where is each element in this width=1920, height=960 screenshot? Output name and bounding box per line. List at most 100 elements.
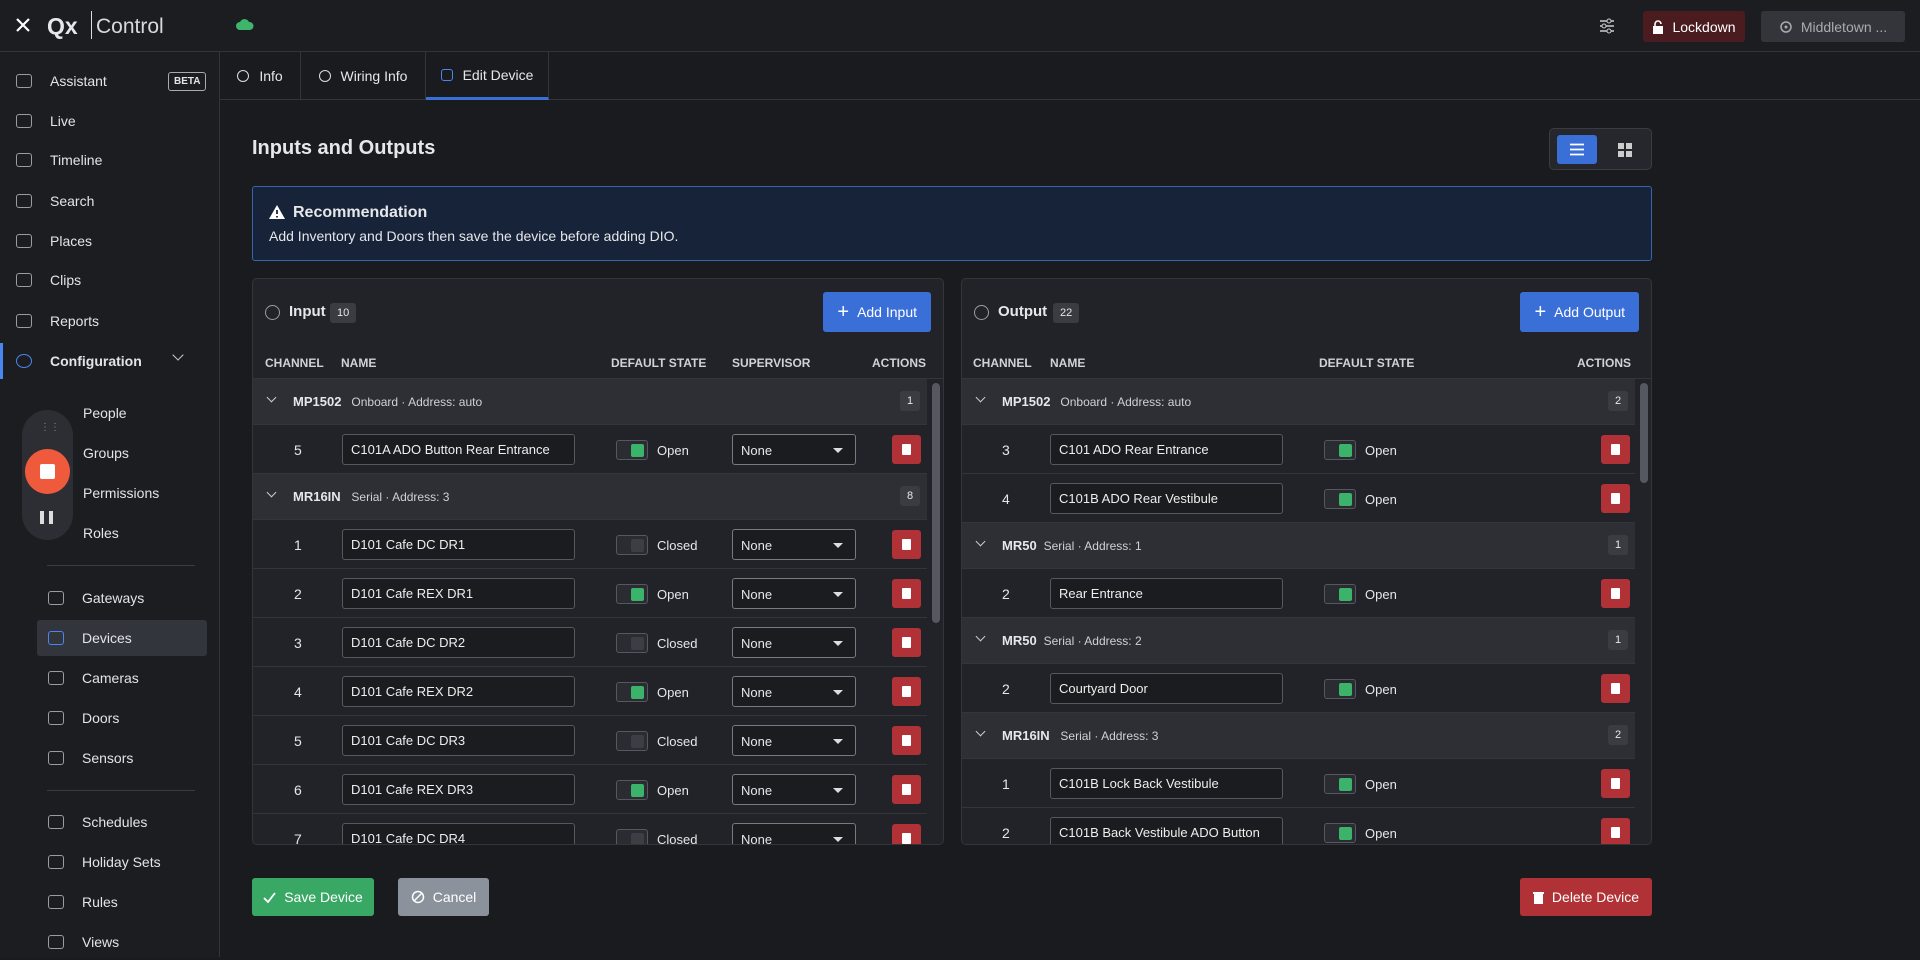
delete-button[interactable] [1601, 769, 1630, 798]
stop-button[interactable] [25, 449, 70, 494]
add-button[interactable]: + Add Output [1520, 292, 1639, 332]
delete-button[interactable] [892, 775, 921, 804]
nav-item[interactable]: Holiday Sets [37, 844, 207, 880]
nav-item[interactable]: Gateways [37, 580, 207, 616]
state-toggle[interactable] [616, 584, 648, 604]
nav-item[interactable]: Search [0, 183, 220, 219]
nav-item[interactable]: Live [0, 103, 220, 139]
supervisor-select[interactable]: None [732, 578, 856, 609]
nav-item[interactable]: Assistant BETA [0, 63, 220, 99]
name-input[interactable] [1050, 578, 1283, 609]
name-input[interactable] [342, 774, 575, 805]
name-input[interactable] [342, 627, 575, 658]
name-input[interactable] [1050, 673, 1283, 704]
supervisor-select[interactable]: None [732, 823, 856, 844]
nav-item[interactable]: Views [37, 924, 207, 960]
nav-item[interactable]: Places [0, 223, 220, 259]
nav-item[interactable]: People [37, 395, 207, 431]
state-toggle[interactable] [1324, 440, 1356, 460]
lockdown-button[interactable]: Lockdown [1643, 11, 1745, 42]
name-input[interactable] [342, 823, 575, 844]
supervisor-select[interactable]: None [732, 725, 856, 756]
delete-button[interactable] [1601, 818, 1630, 844]
chevron[interactable] [266, 487, 277, 498]
cancel-button[interactable]: Cancel [398, 878, 489, 916]
nav-label: People [83, 405, 127, 421]
supervisor-select[interactable]: None [732, 676, 856, 707]
tab[interactable]: Wiring Info [301, 52, 426, 100]
nav-item[interactable]: Schedules [37, 804, 207, 840]
delete-button[interactable] [1601, 674, 1630, 703]
name-input[interactable] [1050, 817, 1283, 844]
data-row: 2 Open [962, 664, 1635, 713]
nav-item[interactable]: Groups [37, 435, 207, 471]
delete-button[interactable] [892, 530, 921, 559]
name-input[interactable] [342, 676, 575, 707]
supervisor-select[interactable]: None [732, 529, 856, 560]
name-input[interactable] [342, 725, 575, 756]
nav-item[interactable]: Cameras [37, 660, 207, 696]
state-toggle[interactable] [616, 829, 648, 844]
name-input[interactable] [1050, 483, 1283, 514]
nav-item[interactable]: Clips [0, 262, 220, 298]
close-icon[interactable] [15, 17, 31, 33]
state-toggle[interactable] [616, 780, 648, 800]
delete-button[interactable] [1601, 484, 1630, 513]
chevron[interactable] [975, 726, 986, 737]
nav-item[interactable]: Doors [37, 700, 207, 736]
supervisor-select[interactable]: None [732, 434, 856, 465]
list-view-button[interactable] [1557, 135, 1597, 164]
state-toggle[interactable] [616, 731, 648, 751]
name-input[interactable] [342, 434, 575, 465]
group-name: MR16IN [293, 489, 341, 504]
delete-button[interactable] [892, 628, 921, 657]
nav-item[interactable]: Permissions [37, 475, 207, 511]
name-input[interactable] [1050, 434, 1283, 465]
state-toggle[interactable] [616, 633, 648, 653]
nav-item[interactable]: Configuration [0, 343, 220, 379]
state-toggle[interactable] [1324, 679, 1356, 699]
state-toggle[interactable] [616, 440, 648, 460]
delete-button[interactable] [892, 435, 921, 464]
state-toggle[interactable] [1324, 774, 1356, 794]
tab[interactable]: Info [220, 52, 301, 100]
delete-button[interactable] [1601, 579, 1630, 608]
add-button[interactable]: + Add Input [823, 292, 931, 332]
grid-view-button[interactable] [1605, 135, 1645, 164]
state-toggle[interactable] [616, 535, 648, 555]
nav-item[interactable]: Reports [0, 303, 220, 339]
delete-button[interactable] [892, 726, 921, 755]
nav-item[interactable]: Devices [37, 620, 207, 656]
settings-icon[interactable] [1598, 17, 1616, 35]
pause-button[interactable] [49, 511, 53, 524]
nav-item[interactable]: Rules [37, 884, 207, 920]
chevron[interactable] [266, 392, 277, 403]
name-input[interactable] [342, 578, 575, 609]
state-toggle[interactable] [616, 682, 648, 702]
delete-button[interactable] [892, 579, 921, 608]
chevron[interactable] [975, 536, 986, 547]
state-toggle[interactable] [1324, 584, 1356, 604]
delete-button[interactable] [892, 677, 921, 706]
name-input[interactable] [1050, 768, 1283, 799]
nav-item[interactable]: Timeline [0, 142, 220, 178]
chevron[interactable] [975, 392, 986, 403]
save-button[interactable]: Save Device [252, 878, 374, 916]
state-toggle[interactable] [1324, 823, 1356, 843]
site-selector[interactable]: Middletown ... [1761, 11, 1905, 42]
delete-button[interactable] [1601, 435, 1630, 464]
tab[interactable]: Edit Device [426, 52, 549, 100]
name-input[interactable] [342, 529, 575, 560]
delete-device-button[interactable]: Delete Device [1520, 878, 1652, 916]
delete-device-label: Delete Device [1551, 889, 1640, 905]
supervisor-select[interactable]: None [732, 774, 856, 805]
nav-item[interactable]: Sensors [37, 740, 207, 776]
nav-icon [16, 314, 32, 328]
drag-handle[interactable]: ⋮⋮ [40, 422, 60, 433]
output-panel: Output 22 + Add Output CHANNEL NAME DEFAULT ST… [961, 278, 1652, 845]
chevron[interactable] [975, 631, 986, 642]
delete-button[interactable] [892, 824, 921, 844]
state-toggle[interactable] [1324, 489, 1356, 509]
supervisor-select[interactable]: None [732, 627, 856, 658]
nav-item[interactable]: Roles [37, 515, 207, 551]
